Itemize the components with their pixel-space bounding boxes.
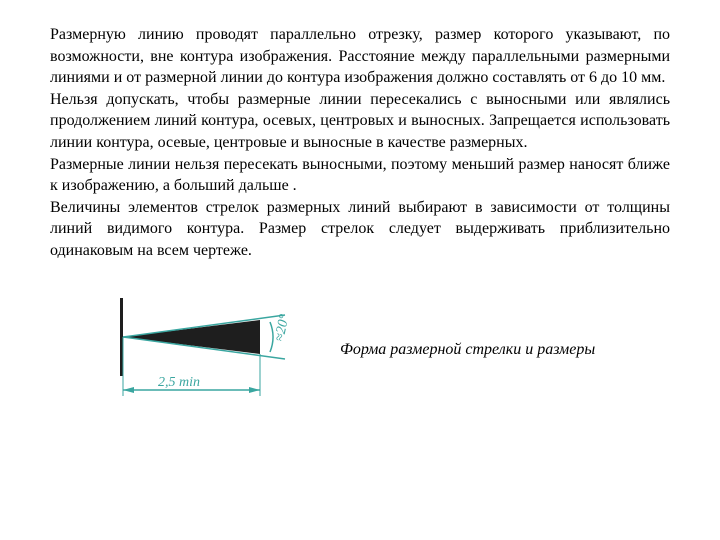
paragraph-1: Размерную линию проводят параллельно отр…	[50, 24, 670, 89]
paragraph-2: Нельзя допускать, чтобы размерные линии …	[50, 89, 670, 154]
figure-row: ≈20° 2,5 min Форма размерной стрелки и р…	[50, 290, 670, 410]
svg-text:2,5 min: 2,5 min	[158, 375, 200, 390]
figure-caption: Форма размерной стрелки и размеры	[340, 341, 670, 359]
paragraph-4: Величины элементов стрелок размерных лин…	[50, 197, 670, 262]
arrow-diagram-icon: ≈20° 2,5 min	[110, 290, 310, 410]
paragraph-3: Размерные линии нельзя пересекать выносн…	[50, 154, 670, 197]
